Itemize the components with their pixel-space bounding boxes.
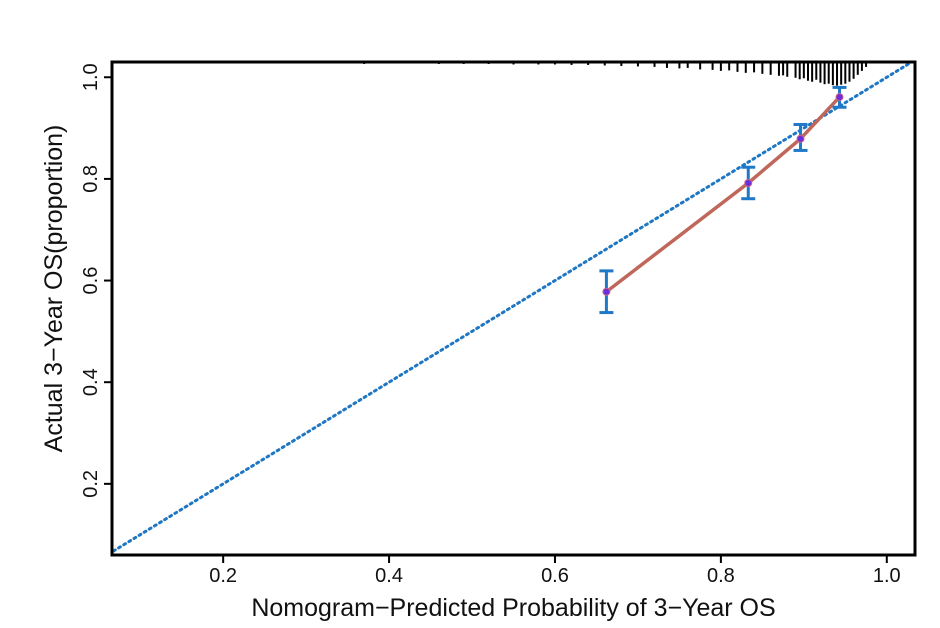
- rug-layer: [238, 62, 868, 86]
- x-tick-label: 0.2: [209, 565, 237, 587]
- x-tick-label: 0.8: [707, 565, 735, 587]
- plot-frame: [110, 60, 917, 557]
- x-tick-label: 0.4: [375, 565, 403, 587]
- reference-diagonal-line: [112, 62, 915, 554]
- data-point: [602, 287, 611, 296]
- y-tick-label: 0.4: [80, 368, 102, 396]
- data-point: [744, 178, 753, 187]
- series-layer: [599, 85, 847, 315]
- y-tick-label: 0.2: [80, 470, 102, 498]
- x-axis-title: Nomogram−Predicted Probability of 3−Year…: [251, 594, 775, 622]
- y-tick-label: 1.0: [80, 63, 102, 91]
- x-axis-ticks: 0.2 0.4 0.6 0.8 1.0: [209, 555, 901, 587]
- y-axis-ticks: 0.2 0.4 0.6 0.8 1.0: [80, 63, 112, 498]
- data-point: [796, 134, 805, 143]
- calibration-line: [605, 95, 841, 294]
- x-tick-label: 0.6: [541, 565, 569, 587]
- y-tick-label: 0.8: [80, 165, 102, 193]
- data-point: [835, 93, 844, 102]
- y-axis-title: Actual 3−Year OS(proportion): [40, 125, 68, 453]
- reference-layer: [112, 62, 915, 554]
- x-tick-label: 1.0: [873, 565, 901, 587]
- y-tick-label: 0.6: [80, 267, 102, 295]
